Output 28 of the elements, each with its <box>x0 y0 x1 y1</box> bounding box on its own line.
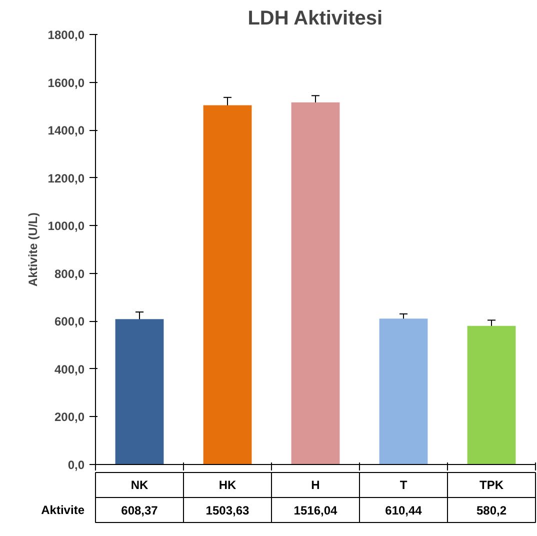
y-tick-label: 1600,0 <box>48 76 85 90</box>
y-axis-title: Aktivite (U/L) <box>26 212 40 286</box>
y-tick-label: 0,0 <box>68 458 85 472</box>
bar <box>467 326 516 464</box>
x-tick-label: HK <box>218 478 236 492</box>
bar <box>379 318 428 464</box>
text: Aktivite <box>41 503 85 517</box>
data-label: 608,37 <box>121 504 158 518</box>
y-tick-label: 1800,0 <box>48 28 85 42</box>
y-tick-label: 800,0 <box>54 266 85 281</box>
bar <box>291 102 340 464</box>
y-tick-label: 200,0 <box>54 410 85 424</box>
y-tick-label: 1200,0 <box>48 171 85 186</box>
bar <box>203 105 252 464</box>
x-tick-label: NK <box>130 478 148 492</box>
data-label: 1503,63 <box>206 504 250 518</box>
y-tick-label: 1400,0 <box>48 124 85 138</box>
x-tick-label: H <box>311 478 320 492</box>
data-label: 580,2 <box>476 504 507 518</box>
x-tick-label: T <box>400 478 408 492</box>
y-tick-label: 400,0 <box>54 362 85 376</box>
y-tick-label: 600,0 <box>54 314 85 329</box>
bar <box>115 319 164 464</box>
x-tick-label: TPK <box>480 478 504 492</box>
data-label: 1516,04 <box>294 504 338 518</box>
y-tick-label: 1000,0 <box>48 219 85 234</box>
chart-title: LDH Aktivitesi <box>248 8 383 30</box>
data-label: 610,44 <box>385 504 422 518</box>
